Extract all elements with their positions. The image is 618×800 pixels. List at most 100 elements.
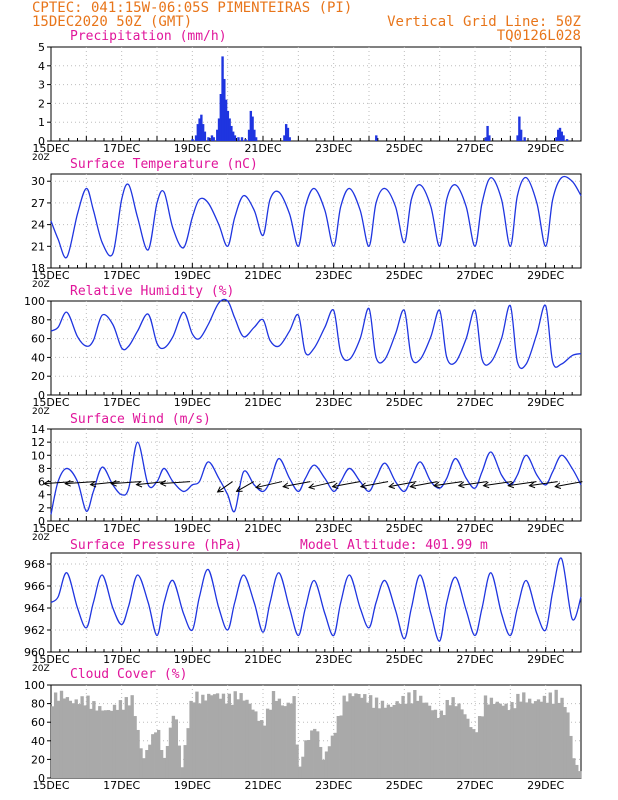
- x-tick-label: 25DEC: [386, 653, 423, 666]
- cloud-bar: [157, 729, 161, 778]
- precip-bar: [284, 124, 288, 141]
- cloud-bar: [286, 702, 290, 778]
- x-tick-label: 21DEC: [244, 269, 281, 282]
- cloud-bar: [77, 704, 81, 778]
- cloud-bar: [106, 710, 111, 778]
- y-tick-label: 6: [38, 476, 45, 489]
- x-tick-label: 23DEC: [315, 396, 352, 409]
- cloud-bar: [168, 727, 173, 778]
- cloud-bar: [318, 746, 323, 778]
- wind-arrow: [332, 481, 360, 488]
- wind-series-line: [50, 441, 582, 515]
- x-tick-label: 27DEC: [456, 396, 493, 409]
- wind-arrow: [389, 481, 417, 488]
- cloud-bar: [139, 748, 143, 778]
- x-tick-label: 19DEC: [174, 142, 211, 155]
- cloud-bar: [445, 699, 449, 778]
- x-tick-label: 25DEC: [386, 522, 423, 535]
- cloud-bar: [430, 710, 435, 778]
- cloud-bar: [416, 700, 420, 778]
- precip-bar: [226, 110, 230, 141]
- wind-arrow-head: [159, 479, 167, 487]
- cloud-bar: [195, 691, 199, 778]
- cloud-bar: [165, 745, 170, 778]
- precip-bar: [253, 129, 256, 141]
- cloud-bar: [516, 693, 520, 778]
- cloud-bar: [457, 703, 461, 778]
- cloud-bar: [239, 693, 243, 778]
- cloud-bar: [265, 708, 270, 778]
- cloud-bar: [224, 703, 229, 778]
- cloud-bar: [174, 719, 179, 778]
- x-tick-label: 15DEC: [32, 653, 69, 666]
- cloud-bar: [145, 750, 149, 778]
- cloud-bar: [227, 693, 232, 778]
- x-tick-label: 27DEC: [456, 653, 493, 666]
- cloud-bar: [207, 693, 211, 778]
- cloud-bar: [433, 709, 438, 778]
- precip-bar: [283, 135, 286, 141]
- rh-series-line: [50, 298, 582, 370]
- cloud-bar: [336, 716, 340, 778]
- y-tick-label: 5: [38, 41, 45, 54]
- wind-arrow: [217, 481, 233, 493]
- precip-bar: [286, 127, 290, 141]
- panel-title: Surface Temperature (nC): [70, 157, 258, 172]
- panel-precip: 0 1 2 3 4 5 15DEC 17DEC 19DEC 21DEC 23DEC 25DEC 27DE…: [32, 29, 582, 163]
- cloud-bar: [301, 756, 305, 778]
- x-tick-label: 15DEC: [32, 396, 69, 409]
- x-tick-label: 21DEC: [244, 396, 281, 409]
- precip-bar: [210, 135, 214, 141]
- cloud-bar: [215, 693, 220, 778]
- y-tick-label: 21: [31, 240, 45, 253]
- x-tick-label: 27DEC: [456, 522, 493, 535]
- cloud-bar: [112, 704, 117, 778]
- panel-subtitle: Model Altitude: 401.99 m: [300, 538, 488, 553]
- cloud-bar: [307, 739, 311, 778]
- x-hour-label: 20Z: [32, 407, 50, 417]
- cloud-bar: [424, 702, 429, 778]
- wind-arrow-head: [507, 481, 515, 489]
- y-tick-label: 960: [24, 646, 45, 659]
- precip-bar: [198, 118, 201, 141]
- cloud-bar: [218, 698, 223, 778]
- cloud-bar: [451, 697, 455, 778]
- cloud-bar: [545, 702, 550, 778]
- cloud-bar: [528, 698, 532, 778]
- x-tick-label: 17DEC: [103, 142, 140, 155]
- plot-frame: [50, 46, 582, 142]
- y-tick-label: 0: [38, 772, 45, 785]
- cloud-bar: [283, 706, 287, 778]
- x-tick-label: 17DEC: [103, 522, 140, 535]
- precip-bar: [555, 137, 558, 141]
- x-tick-label: 17DEC: [103, 269, 140, 282]
- y-tick-label: 24: [31, 219, 45, 232]
- cloud-bar: [504, 703, 508, 778]
- cloud-bar: [330, 735, 335, 778]
- y-tick-label: 8: [38, 462, 45, 475]
- y-tick-label: 3: [38, 79, 45, 92]
- grid-line-header: Vertical Grid Line: 50Z: [387, 14, 581, 30]
- cloud-bar: [271, 691, 276, 778]
- wind-arrow: [90, 481, 120, 486]
- y-tick-label: 18: [31, 262, 45, 275]
- precip-bar: [216, 129, 219, 141]
- cloud-bar: [212, 694, 217, 778]
- precip-bar: [562, 135, 565, 141]
- x-tick-label: 29DEC: [527, 779, 564, 792]
- cloud-bar: [68, 700, 73, 778]
- cloud-bar: [59, 690, 64, 778]
- precip-bar: [207, 137, 210, 141]
- y-tick-label: 60: [31, 716, 45, 729]
- precip-bar: [557, 129, 560, 141]
- cloud-bar: [486, 704, 491, 778]
- temp-series-line: [50, 175, 582, 259]
- wind-arrow-head: [433, 481, 440, 489]
- x-tick-label: 25DEC: [386, 142, 423, 155]
- precip-bar: [247, 129, 251, 141]
- wind-arrow-head: [457, 481, 465, 489]
- wind-arrow-head: [64, 479, 71, 487]
- cloud-bar: [483, 695, 488, 778]
- panel-title: Cloud Cover (%): [70, 667, 187, 682]
- y-tick-label: 20: [31, 370, 45, 383]
